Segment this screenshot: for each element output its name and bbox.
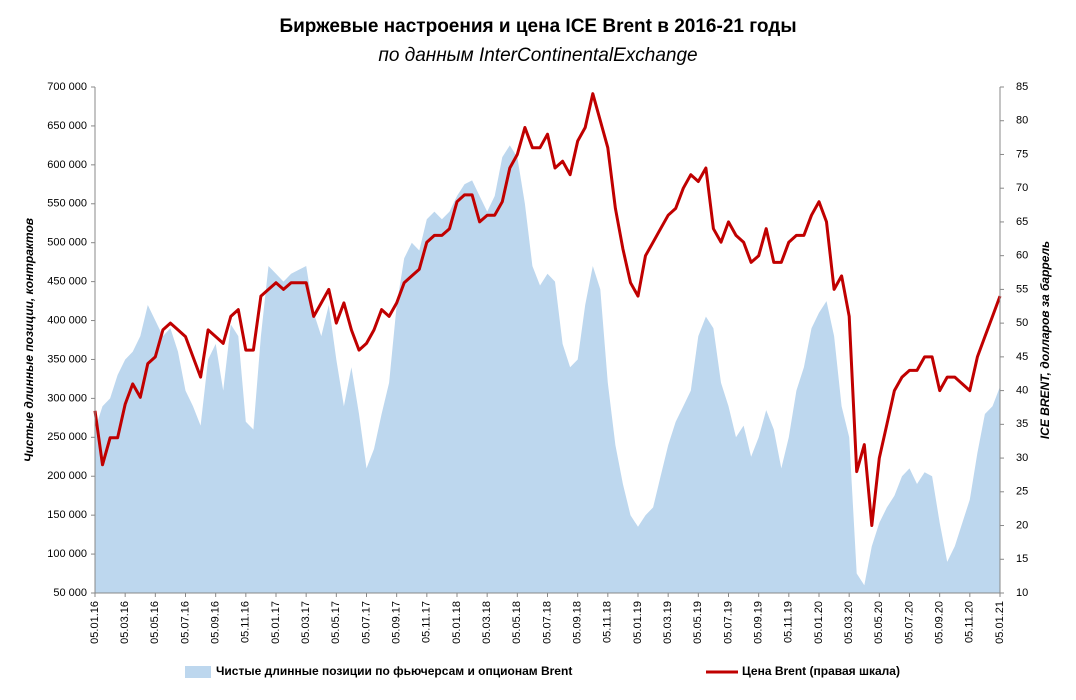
x-tick-label: 05.07.19 xyxy=(722,601,734,644)
x-tick-label: 05.09.16 xyxy=(210,601,222,644)
x-tick-label: 05.01.20 xyxy=(813,601,825,644)
x-tick-label: 05.11.18 xyxy=(602,601,614,643)
x-tick-label: 05.09.18 xyxy=(572,601,584,644)
y-tick-label: 50 000 xyxy=(53,587,87,599)
y-tick-label: 450 000 xyxy=(47,276,87,288)
y2-axis-label: ICE BRENT, долларов за баррель xyxy=(1038,241,1052,439)
x-tick-label: 05.07.20 xyxy=(903,601,915,644)
y2-tick-label: 45 xyxy=(1016,351,1028,363)
x-tick-label: 05.03.20 xyxy=(843,601,855,644)
x-tick-label: 05.07.16 xyxy=(179,601,191,644)
x-tick-label: 05.03.17 xyxy=(300,601,312,644)
x-tick-label: 05.01.18 xyxy=(451,601,463,644)
y2-tick-label: 80 xyxy=(1016,115,1028,127)
y-tick-label: 350 000 xyxy=(47,353,87,365)
y2-tick-label: 85 xyxy=(1016,81,1028,93)
x-tick-label: 05.07.17 xyxy=(360,601,372,644)
x-tick-label: 05.01.21 xyxy=(994,601,1006,644)
line xyxy=(93,92,1002,527)
y-tick-label: 600 000 xyxy=(47,159,87,171)
y2-tick-label: 15 xyxy=(1016,553,1028,565)
x-tick-label: 05.03.16 xyxy=(119,601,131,644)
x-tick-label: 05.05.19 xyxy=(692,601,704,644)
x-tick-label: 05.07.18 xyxy=(541,601,553,644)
y-tick-label: 100 000 xyxy=(47,548,87,560)
y-tick-label: 250 000 xyxy=(47,431,87,443)
x-tick-label: 05.01.19 xyxy=(632,601,644,644)
area xyxy=(95,145,1000,593)
x-tick-label: 05.11.19 xyxy=(783,601,795,643)
x-tick-label: 05.09.19 xyxy=(753,601,765,644)
y-tick-label: 300 000 xyxy=(47,392,87,404)
y-tick-label: 700 000 xyxy=(47,81,87,93)
y2-tick-label: 65 xyxy=(1016,216,1028,228)
legend-swatch xyxy=(185,666,211,678)
x-tick-label: 05.05.17 xyxy=(330,601,342,644)
x-tick-label: 05.09.17 xyxy=(391,601,403,644)
y2-tick-label: 75 xyxy=(1016,148,1028,160)
y2-tick-label: 30 xyxy=(1016,452,1028,464)
x-tick-label: 05.01.17 xyxy=(270,601,282,644)
x-tick-label: 05.05.18 xyxy=(511,601,523,644)
y-tick-label: 400 000 xyxy=(47,314,87,326)
x-tick-label: 05.03.18 xyxy=(481,601,493,644)
y-tick-label: 150 000 xyxy=(47,509,87,521)
y2-tick-label: 60 xyxy=(1016,250,1028,262)
y2-tick-label: 70 xyxy=(1016,182,1028,194)
y2-tick-label: 10 xyxy=(1016,587,1028,599)
legend-label: Чистые длинные позиции по фьючерсам и оп… xyxy=(216,664,572,678)
y-tick-label: 650 000 xyxy=(47,120,87,132)
y2-tick-label: 20 xyxy=(1016,519,1028,531)
y2-tick-label: 35 xyxy=(1016,418,1028,430)
chart-subtitle: по данным InterContinentalExchange xyxy=(378,45,697,66)
y-tick-label: 500 000 xyxy=(47,237,87,249)
x-tick-label: 05.05.16 xyxy=(149,601,161,644)
x-tick-label: 05.09.20 xyxy=(934,601,946,644)
y-tick-label: 200 000 xyxy=(47,470,87,482)
x-tick-label: 05.11.20 xyxy=(964,601,976,643)
y2-tick-label: 55 xyxy=(1016,283,1028,295)
y2-tick-label: 25 xyxy=(1016,486,1028,498)
y2-tick-label: 40 xyxy=(1016,385,1028,397)
y-tick-label: 550 000 xyxy=(47,198,87,210)
y2-tick-label: 50 xyxy=(1016,317,1028,329)
x-tick-label: 05.03.19 xyxy=(662,601,674,644)
x-tick-label: 05.11.16 xyxy=(240,601,252,643)
x-tick-label: 05.01.16 xyxy=(89,601,101,644)
legend-label: Цена Brent (правая шкала) xyxy=(742,664,900,678)
chart-title: Биржевые настроения и цена ICE Brent в 2… xyxy=(279,16,796,37)
x-tick-label: 05.11.17 xyxy=(421,601,433,643)
y-axis-label: Чистые длинные позиции, контрактов xyxy=(22,218,36,462)
x-tick-label: 05.05.20 xyxy=(873,601,885,644)
